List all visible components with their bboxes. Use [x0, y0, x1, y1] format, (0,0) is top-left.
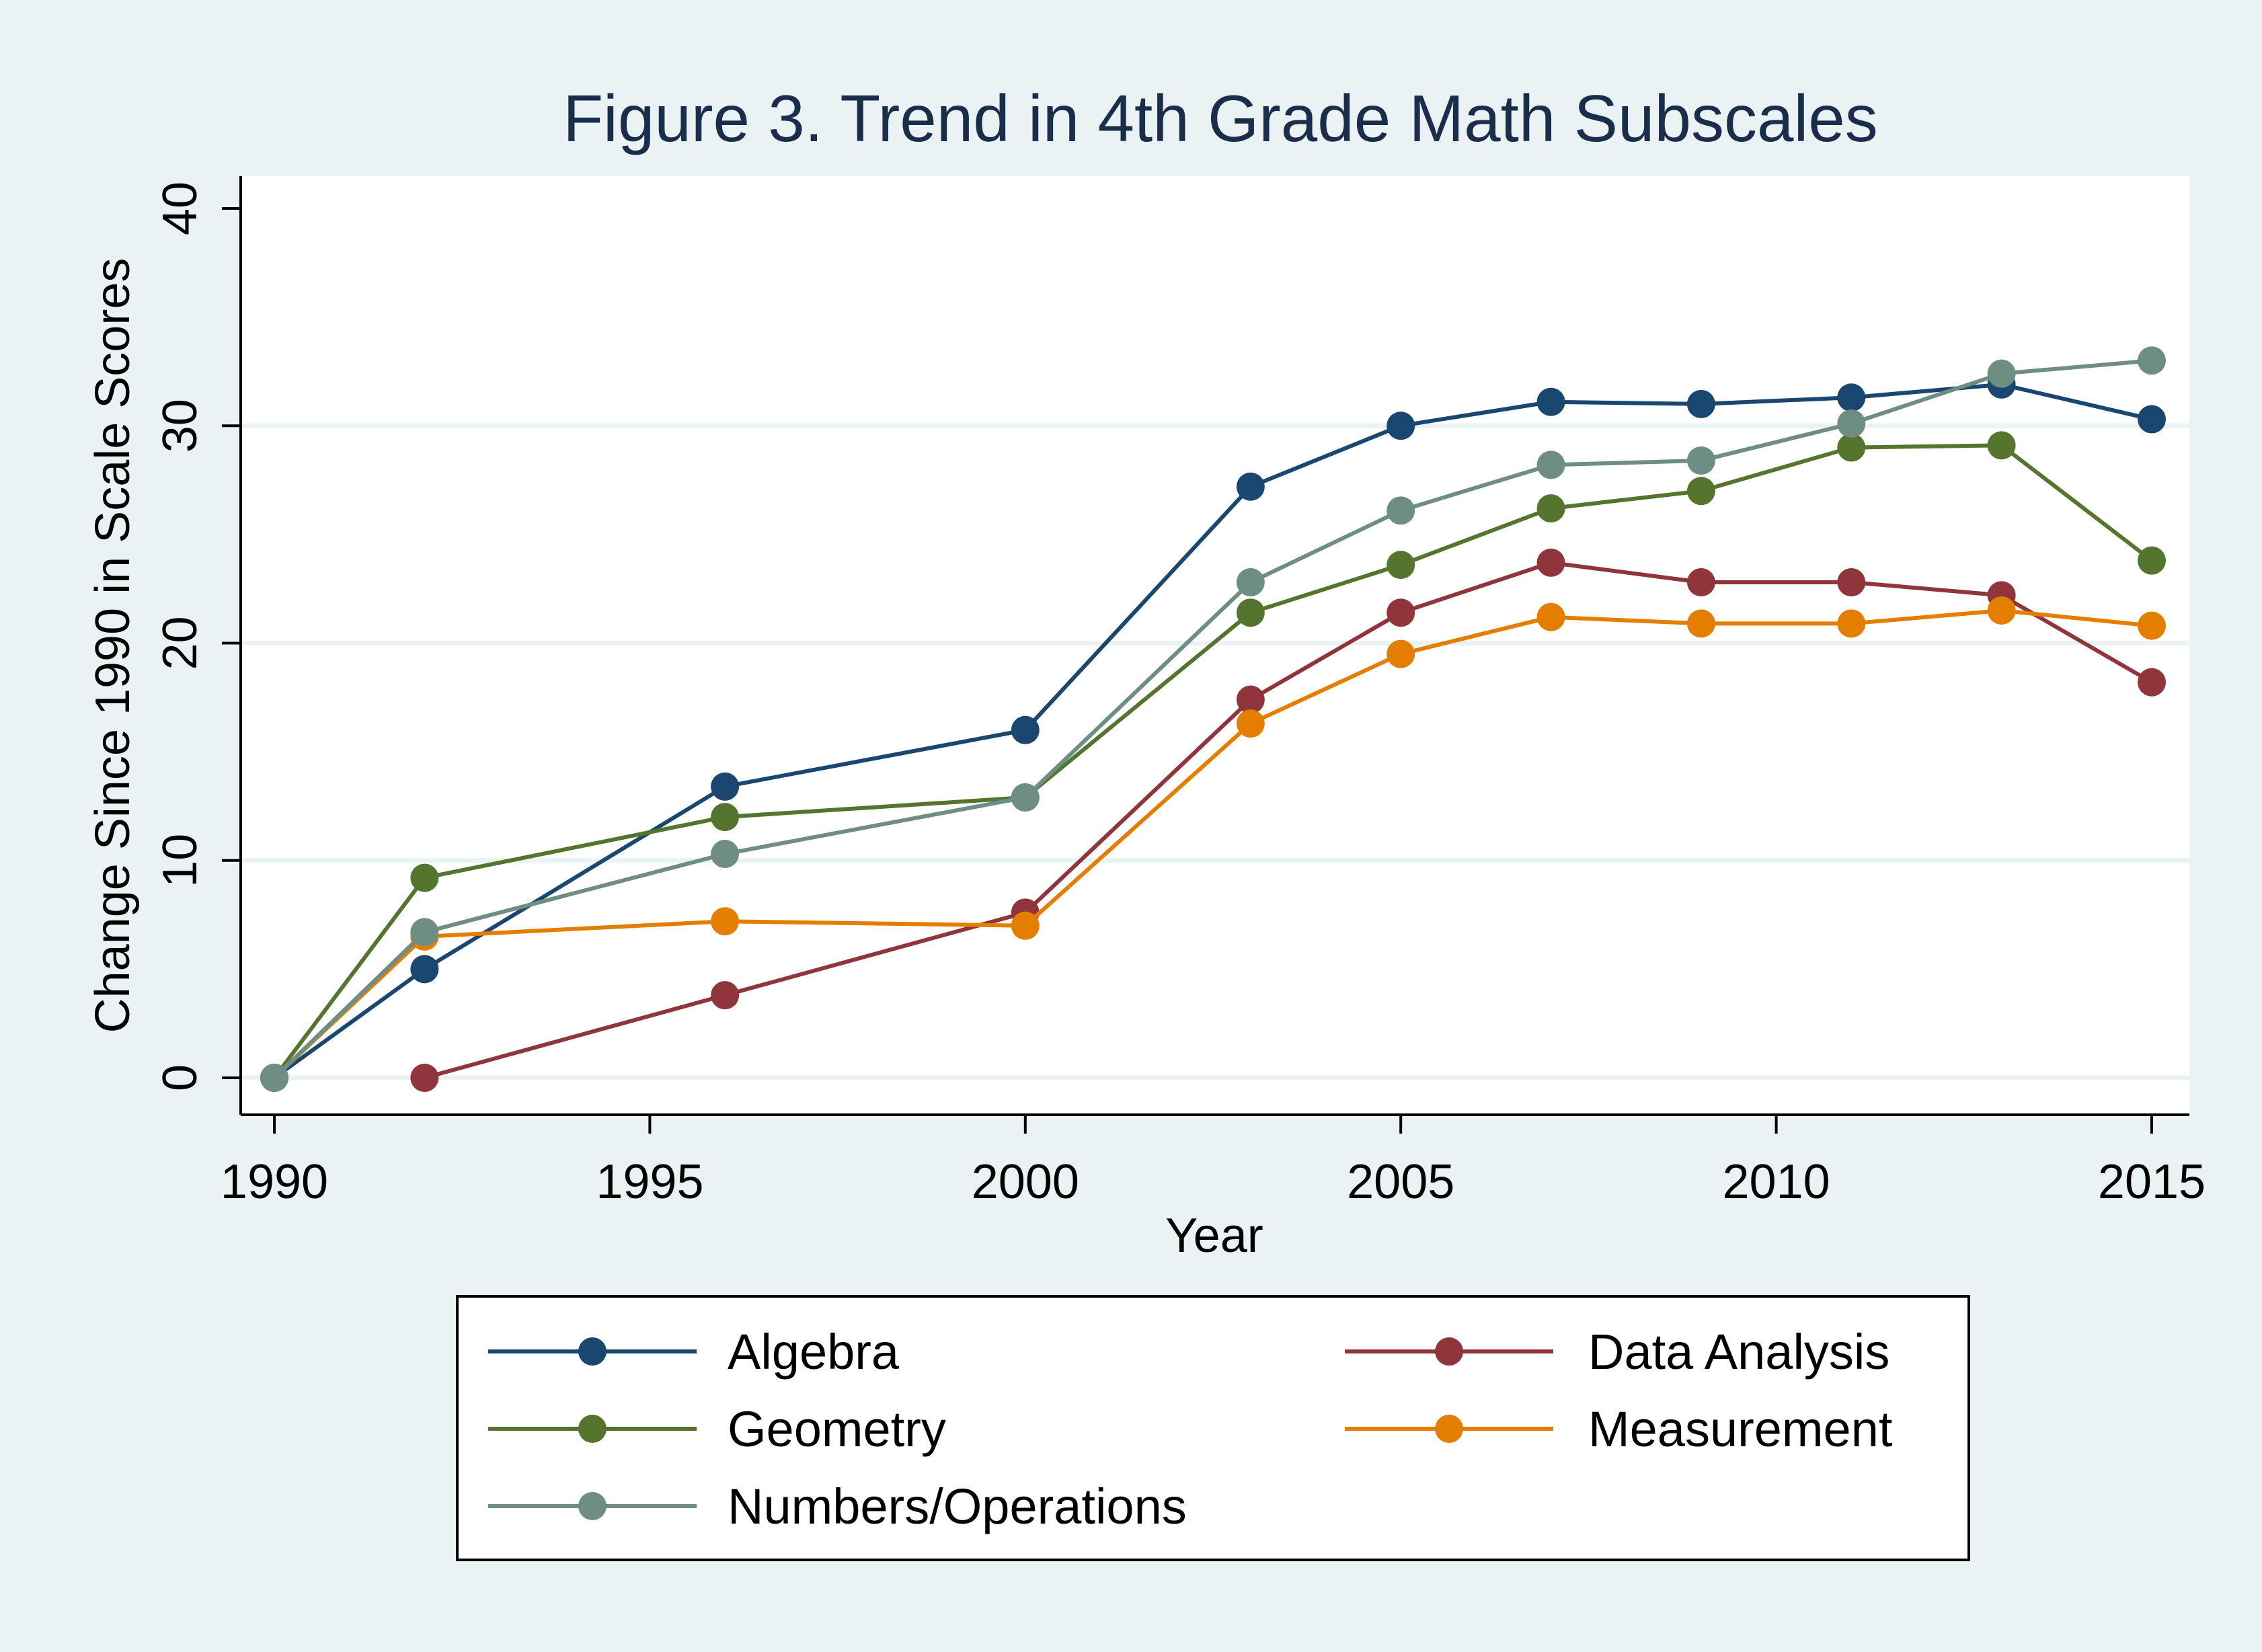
data-point-numbers-operations-1990: [260, 1064, 288, 1092]
y-tick-label-30: 30: [153, 399, 207, 453]
legend-item-geometry: Geometry: [488, 1401, 946, 1457]
data-point-measurement-2000: [1011, 911, 1040, 940]
data-point-numbers-operations-2013: [1987, 359, 2016, 388]
legend-item-data-analysis: Data Analysis: [1345, 1324, 1889, 1380]
data-point-geometry-2013: [1987, 431, 2016, 460]
data-point-numbers-operations-1996: [711, 840, 740, 869]
data-point-data-analysis-2011: [1837, 567, 1866, 596]
x-tick-label-1995: 1995: [596, 1155, 703, 1209]
data-point-measurement-2013: [1987, 596, 2016, 625]
legend-label-geometry: Geometry: [728, 1401, 946, 1457]
data-point-measurement-2005: [1387, 639, 1415, 668]
legend-item-measurement: Measurement: [1345, 1401, 1893, 1457]
data-point-geometry-2005: [1387, 551, 1415, 580]
data-point-geometry-2011: [1837, 433, 1866, 462]
data-point-measurement-2015: [2138, 611, 2166, 640]
legend-label-numbers-operations: Numbers/Operations: [728, 1479, 1187, 1534]
data-point-measurement-2007: [1536, 602, 1565, 631]
data-point-algebra-2011: [1837, 383, 1866, 412]
data-point-geometry-1992: [410, 863, 439, 892]
legend-marker-algebra: [578, 1337, 607, 1366]
data-point-algebra-2015: [2138, 405, 2166, 434]
data-point-measurement-2009: [1686, 609, 1715, 638]
data-point-geometry-1996: [711, 803, 740, 832]
data-point-numbers-operations-2011: [1837, 409, 1866, 438]
data-point-algebra-2003: [1236, 472, 1265, 501]
y-tick-label-0: 0: [153, 1064, 207, 1091]
legend-item-algebra: Algebra: [488, 1324, 900, 1380]
legend-item-numbers-operations: Numbers/Operations: [488, 1479, 1187, 1534]
data-point-measurement-2003: [1236, 709, 1265, 738]
x-tick-label-2015: 2015: [2098, 1155, 2206, 1209]
x-tick-label-2005: 2005: [1347, 1155, 1454, 1209]
data-point-geometry-2003: [1236, 598, 1265, 627]
y-axis-title: Change Since 1990 in Scale Scores: [86, 258, 140, 1033]
data-point-data-analysis-1996: [711, 981, 740, 1010]
series-measurement: [260, 596, 2166, 1092]
chart-title: Figure 3. Trend in 4th Grade Math Subsca…: [563, 81, 1878, 155]
legend-label-data-analysis: Data Analysis: [1588, 1324, 1889, 1380]
data-point-geometry-2007: [1536, 494, 1565, 523]
series-line-data-analysis: [424, 560, 2153, 1080]
data-point-numbers-operations-2015: [2138, 346, 2166, 375]
data-point-numbers-operations-2000: [1011, 783, 1040, 812]
data-point-numbers-operations-2007: [1536, 450, 1565, 479]
data-point-data-analysis-1992: [410, 1064, 439, 1092]
legend: Algebra Data Analysis Geometry Measurement N…: [456, 1295, 1970, 1561]
data-point-numbers-operations-2005: [1387, 496, 1415, 525]
data-point-algebra-2007: [1536, 387, 1565, 416]
legend-marker-measurement: [1435, 1415, 1463, 1443]
series-data-analysis: [410, 548, 2166, 1092]
data-point-algebra-1992: [410, 955, 439, 984]
data-point-measurement-1996: [711, 907, 740, 936]
x-axis-title: Year: [1165, 1209, 1263, 1263]
data-point-algebra-1996: [711, 772, 740, 801]
data-point-algebra-2005: [1387, 411, 1415, 440]
data-point-numbers-operations-2003: [1236, 567, 1265, 596]
legend-label-algebra: Algebra: [728, 1324, 900, 1380]
data-point-numbers-operations-1992: [410, 918, 439, 947]
data-point-numbers-operations-2009: [1686, 446, 1715, 475]
axes: 0 10 20 30 40 1990 1995 2000 2005 2010 2015: [153, 176, 2206, 1209]
y-tick-label-40: 40: [153, 182, 207, 235]
series-lines: [260, 346, 2166, 1092]
data-point-measurement-2011: [1837, 609, 1866, 638]
legend-marker-numbers-operations: [578, 1492, 607, 1520]
series-numbers-operations: [260, 346, 2166, 1092]
legend-marker-geometry: [578, 1415, 607, 1443]
x-tick-label-1990: 1990: [221, 1155, 328, 1209]
data-point-algebra-2009: [1686, 389, 1715, 418]
data-point-geometry-2015: [2138, 546, 2166, 575]
data-point-data-analysis-2007: [1536, 548, 1565, 577]
data-point-algebra-2000: [1011, 715, 1040, 744]
data-point-data-analysis-2009: [1686, 567, 1715, 596]
y-tick-label-20: 20: [153, 616, 207, 670]
x-tick-label-2010: 2010: [1723, 1155, 1830, 1209]
data-point-data-analysis-2015: [2138, 668, 2166, 697]
data-point-geometry-2009: [1686, 477, 1715, 506]
legend-box: [456, 1295, 1970, 1561]
x-tick-label-2000: 2000: [972, 1155, 1079, 1209]
y-tick-label-10: 10: [153, 834, 207, 888]
legend-marker-data-analysis: [1435, 1337, 1463, 1366]
legend-label-measurement: Measurement: [1588, 1401, 1893, 1457]
data-point-data-analysis-2003: [1236, 685, 1265, 714]
data-point-data-analysis-2005: [1387, 598, 1415, 627]
